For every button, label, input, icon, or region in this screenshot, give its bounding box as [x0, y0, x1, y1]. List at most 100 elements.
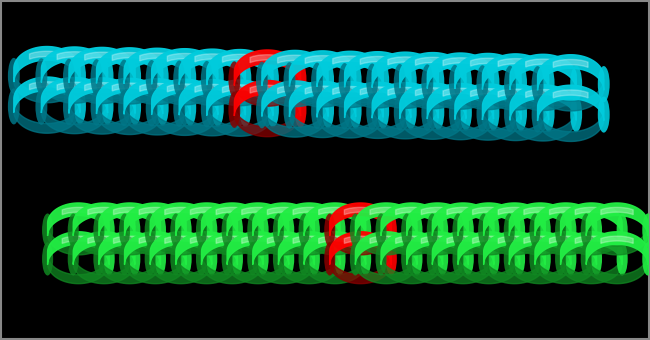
Polygon shape [250, 85, 285, 93]
Ellipse shape [129, 59, 141, 95]
Ellipse shape [185, 59, 196, 96]
Polygon shape [73, 226, 135, 255]
Polygon shape [88, 236, 120, 243]
Polygon shape [538, 55, 604, 90]
Polygon shape [330, 203, 391, 236]
Polygon shape [242, 236, 274, 243]
Ellipse shape [449, 95, 461, 131]
Ellipse shape [411, 242, 422, 275]
Ellipse shape [598, 97, 610, 133]
Polygon shape [262, 50, 328, 86]
Polygon shape [278, 86, 313, 94]
Polygon shape [317, 76, 384, 107]
Polygon shape [538, 79, 604, 111]
Polygon shape [216, 207, 248, 215]
Polygon shape [396, 207, 428, 215]
Ellipse shape [129, 89, 141, 125]
Ellipse shape [256, 62, 268, 98]
Polygon shape [227, 226, 289, 255]
Polygon shape [400, 107, 466, 139]
Polygon shape [304, 203, 366, 236]
Ellipse shape [598, 66, 610, 102]
Polygon shape [69, 78, 135, 114]
Polygon shape [176, 232, 237, 265]
Ellipse shape [350, 242, 361, 275]
Polygon shape [151, 104, 218, 135]
Ellipse shape [8, 88, 20, 124]
Polygon shape [498, 58, 533, 67]
Polygon shape [14, 71, 80, 103]
Polygon shape [235, 50, 300, 86]
Polygon shape [432, 232, 494, 265]
Polygon shape [458, 203, 519, 236]
Polygon shape [278, 254, 340, 284]
Polygon shape [84, 83, 120, 90]
Polygon shape [455, 108, 521, 140]
Polygon shape [289, 51, 356, 86]
Ellipse shape [432, 94, 445, 130]
Polygon shape [360, 56, 395, 65]
Ellipse shape [478, 242, 489, 275]
Polygon shape [202, 226, 263, 255]
Polygon shape [99, 226, 161, 255]
Polygon shape [207, 74, 273, 106]
Ellipse shape [452, 242, 463, 275]
Ellipse shape [212, 60, 224, 96]
Ellipse shape [463, 242, 474, 275]
Polygon shape [473, 207, 505, 215]
Ellipse shape [532, 66, 543, 102]
Ellipse shape [478, 214, 489, 247]
Polygon shape [73, 254, 135, 284]
Ellipse shape [181, 214, 192, 247]
Polygon shape [151, 79, 218, 115]
Polygon shape [227, 254, 289, 284]
Polygon shape [167, 53, 202, 62]
Polygon shape [73, 232, 135, 265]
Ellipse shape [452, 214, 463, 247]
Ellipse shape [94, 242, 105, 275]
Polygon shape [262, 75, 328, 107]
Polygon shape [114, 236, 146, 243]
Polygon shape [42, 78, 107, 113]
Ellipse shape [247, 214, 258, 247]
Ellipse shape [555, 214, 566, 247]
Ellipse shape [222, 214, 233, 247]
Ellipse shape [228, 92, 240, 128]
Ellipse shape [145, 242, 156, 275]
Polygon shape [235, 81, 300, 116]
Ellipse shape [129, 214, 140, 247]
Polygon shape [125, 254, 186, 284]
Polygon shape [97, 78, 162, 114]
Polygon shape [207, 105, 273, 136]
Ellipse shape [309, 242, 320, 275]
Polygon shape [400, 77, 466, 109]
Polygon shape [370, 236, 402, 243]
Ellipse shape [460, 95, 472, 131]
Ellipse shape [405, 94, 417, 130]
Ellipse shape [74, 88, 86, 124]
Polygon shape [195, 84, 229, 92]
Polygon shape [586, 254, 648, 284]
Ellipse shape [283, 62, 296, 98]
Ellipse shape [298, 214, 309, 247]
Ellipse shape [427, 242, 438, 275]
Polygon shape [202, 203, 263, 236]
Polygon shape [356, 203, 417, 236]
Polygon shape [381, 254, 443, 284]
Polygon shape [586, 226, 648, 255]
Polygon shape [176, 203, 237, 236]
Polygon shape [372, 52, 438, 88]
Ellipse shape [94, 214, 105, 247]
Ellipse shape [36, 58, 47, 95]
Ellipse shape [206, 242, 217, 275]
Polygon shape [150, 226, 212, 255]
Ellipse shape [617, 242, 628, 275]
Ellipse shape [570, 96, 582, 132]
Ellipse shape [421, 95, 434, 131]
Polygon shape [235, 105, 300, 137]
Polygon shape [42, 47, 107, 83]
Polygon shape [484, 226, 545, 255]
Ellipse shape [580, 214, 592, 247]
Polygon shape [150, 232, 212, 265]
Polygon shape [195, 54, 229, 62]
